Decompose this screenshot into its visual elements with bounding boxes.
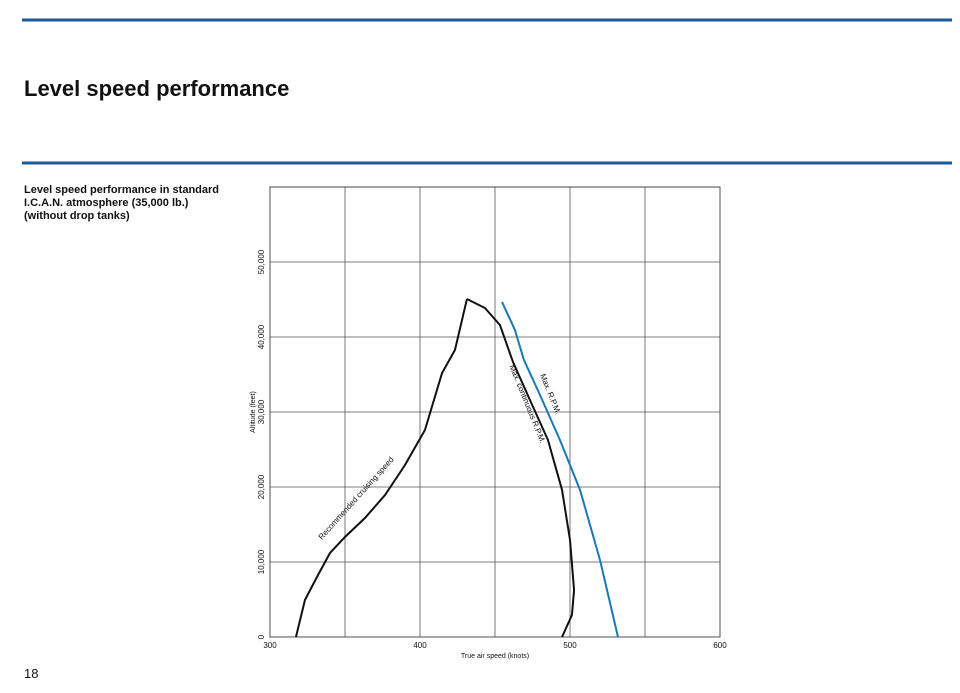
- caption-line: Level speed performance in standard: [24, 184, 219, 196]
- y-axis-label: Altitude (feet): [250, 391, 257, 433]
- x-axis-label: True air speed (knots): [461, 653, 529, 660]
- y-tick-label: 0: [257, 634, 266, 639]
- curve-label: Max. R.P.M.: [538, 372, 562, 415]
- x-tick-label: 600: [713, 641, 727, 650]
- y-tick-label: 20,000: [257, 474, 266, 499]
- curve: [466, 298, 576, 638]
- y-tick-label: 30,000: [257, 399, 266, 424]
- x-tick-label: 300: [263, 641, 277, 650]
- heading: Level speed performance: [24, 76, 289, 101]
- curve: [294, 298, 468, 638]
- curve-label: Recommended cruising speed: [317, 455, 396, 541]
- y-tick-label: 10,000: [257, 549, 266, 574]
- x-tick-label: 400: [413, 641, 427, 650]
- caption-line: I.C.A.N. atmosphere (35,000 lb.): [24, 197, 189, 209]
- curve: [501, 301, 619, 638]
- y-tick-label: 40,000: [257, 324, 266, 349]
- page-number: 18: [24, 666, 38, 681]
- y-tick-label: 50,000: [257, 249, 266, 274]
- x-tick-label: 500: [563, 641, 577, 650]
- caption-line: (without drop tanks): [24, 210, 130, 222]
